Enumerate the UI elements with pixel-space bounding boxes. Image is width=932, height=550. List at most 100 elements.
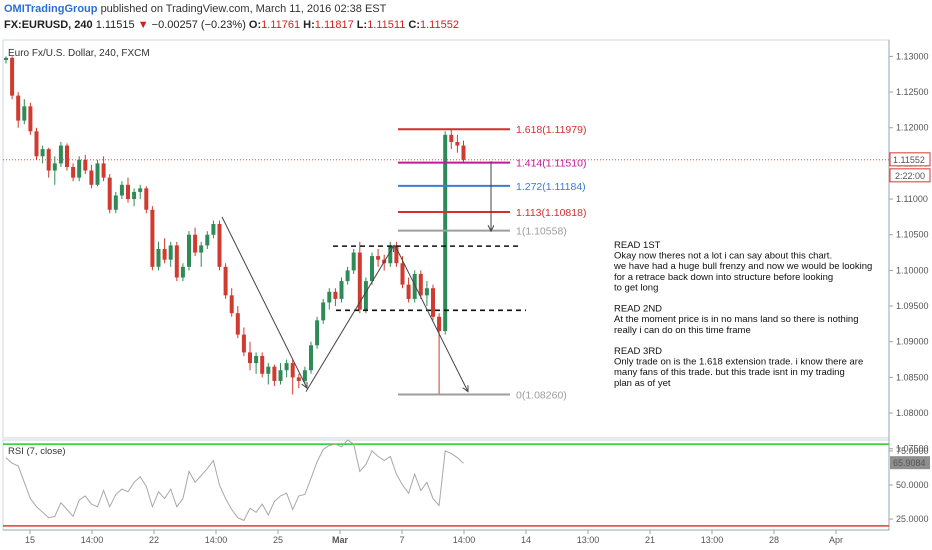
annotation-note-line: READ 3RD: [614, 346, 662, 357]
low-label: L:: [356, 19, 368, 31]
candle-body: [437, 316, 442, 332]
candle-body: [357, 252, 362, 310]
annotation-note-line: to get long: [614, 282, 658, 293]
candle-body: [376, 256, 381, 260]
rsi-last-value-label: 65.9084: [893, 458, 926, 468]
last-price-tag: [889, 152, 931, 167]
candle-body: [107, 177, 112, 210]
candle-body: [394, 245, 399, 264]
rsi-tick-label: 75.0000: [896, 446, 929, 456]
candle-body: [229, 295, 234, 314]
candle-body: [248, 352, 252, 364]
time-tick-label: 21: [645, 535, 655, 545]
candle-body: [95, 163, 100, 185]
candle-body: [278, 370, 283, 381]
candle-body: [193, 234, 198, 253]
candle-body: [40, 149, 45, 157]
price-change: −0.00257 (−0.23%): [151, 19, 246, 31]
candle-body: [388, 245, 393, 264]
candle-body: [34, 131, 39, 157]
candle-body: [241, 334, 246, 353]
candle-body: [302, 370, 307, 381]
candle-body: [333, 291, 338, 299]
trend-arrow: [221, 216, 307, 388]
candle-body: [150, 209, 155, 267]
candle-body: [327, 291, 332, 303]
candle-body: [4, 57, 8, 60]
fib-level-label: 1.414(1.11510): [516, 158, 586, 170]
candle-body: [71, 166, 76, 178]
candle-body: [309, 345, 313, 371]
candle-body: [113, 195, 118, 210]
publish-info: published on TradingView.com, March 11, …: [100, 3, 387, 15]
candle-body: [455, 141, 460, 146]
candle-body: [77, 159, 82, 178]
annotation-note-line: READ 1ST: [614, 240, 661, 251]
rsi-tick-label: 25.0000: [896, 514, 929, 524]
candle-body: [58, 145, 63, 164]
fib-level-label: 0(1.08260): [516, 389, 567, 401]
candle-body: [174, 245, 179, 278]
price-tick-label: 1.09500: [896, 301, 929, 311]
rsi-title: RSI (7, close): [8, 446, 66, 457]
chart-canvas[interactable]: Euro Fx/U.S. Dollar, 240, FXCM RSI (7, c…: [0, 36, 932, 550]
price-tick-label: 1.12500: [896, 87, 929, 97]
candle-body: [315, 320, 320, 346]
candle-body: [290, 363, 295, 378]
annotation-note-line: many fans of this trade. but this trade …: [614, 367, 845, 378]
time-tick-label: Mar: [332, 535, 349, 545]
candle-body: [296, 377, 301, 381]
candle-body: [424, 288, 429, 296]
annotation-note-line: for a retrace back down into structure b…: [614, 272, 833, 283]
candle-body: [89, 170, 94, 185]
high-value: 1.11817: [314, 19, 354, 31]
candle-body: [205, 234, 210, 246]
candle-body: [400, 263, 405, 285]
time-tick-label: Apr: [829, 535, 843, 545]
rsi-pane[interactable]: [2, 439, 890, 531]
candle-body: [260, 355, 265, 374]
close-value: 1.11552: [420, 19, 459, 31]
candle-body: [211, 224, 216, 235]
time-tick-label: 13:00: [577, 535, 600, 545]
time-tick-label: 15: [25, 535, 35, 545]
candle-body: [412, 273, 417, 299]
last-price-tag-label: 1.11552: [893, 155, 925, 165]
candle-body: [406, 284, 411, 299]
author-link[interactable]: OMITradingGroup: [4, 3, 98, 15]
price-tick-label: 1.08000: [896, 408, 929, 418]
time-tick-label: 25: [273, 535, 283, 545]
candle-body: [321, 302, 326, 321]
candle-body: [266, 366, 271, 374]
annotation-note-line: we have had a huge bull frenzy and now w…: [613, 261, 872, 272]
candle-body: [272, 366, 277, 381]
candle-body: [345, 270, 350, 282]
close-label: C:: [408, 19, 420, 31]
candle-body: [449, 134, 454, 142]
countdown-tag: [889, 168, 931, 183]
candle-body: [254, 355, 259, 364]
rsi-series-line: [5, 439, 464, 522]
candle-body: [138, 188, 143, 192]
time-tick-label: 14:00: [81, 535, 104, 545]
price-tick-label: 1.10500: [896, 230, 929, 240]
open-value: 1.11761: [261, 19, 301, 31]
candle-body: [431, 288, 435, 317]
rsi-last-value-tag: [890, 456, 930, 470]
candle-body: [235, 313, 240, 335]
candle-body: [126, 184, 130, 200]
candle-body: [28, 106, 33, 132]
price-tick-label: 1.13000: [896, 51, 929, 61]
symbol-label[interactable]: FX:EURUSD, 240: [4, 19, 93, 31]
price-tick-label: 1.09000: [896, 337, 929, 347]
candle-body: [22, 106, 27, 121]
price-tick-label: 1.10000: [896, 265, 929, 275]
time-tick-label: 14:00: [453, 535, 476, 545]
candle-body: [180, 266, 185, 278]
candle-body: [370, 256, 374, 282]
trend-arrow: [305, 245, 394, 392]
candle-body: [418, 273, 423, 296]
candle-body: [101, 163, 106, 178]
candle-body: [443, 134, 448, 332]
candle-body: [199, 245, 204, 253]
